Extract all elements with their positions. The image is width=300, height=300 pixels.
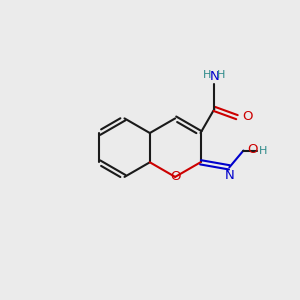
Text: N: N <box>224 169 234 182</box>
Text: H: H <box>203 70 212 80</box>
Text: H: H <box>259 146 267 156</box>
Text: O: O <box>242 110 253 123</box>
Text: O: O <box>247 143 258 156</box>
Text: H: H <box>217 70 226 80</box>
Text: O: O <box>170 170 180 183</box>
Text: N: N <box>209 70 219 83</box>
